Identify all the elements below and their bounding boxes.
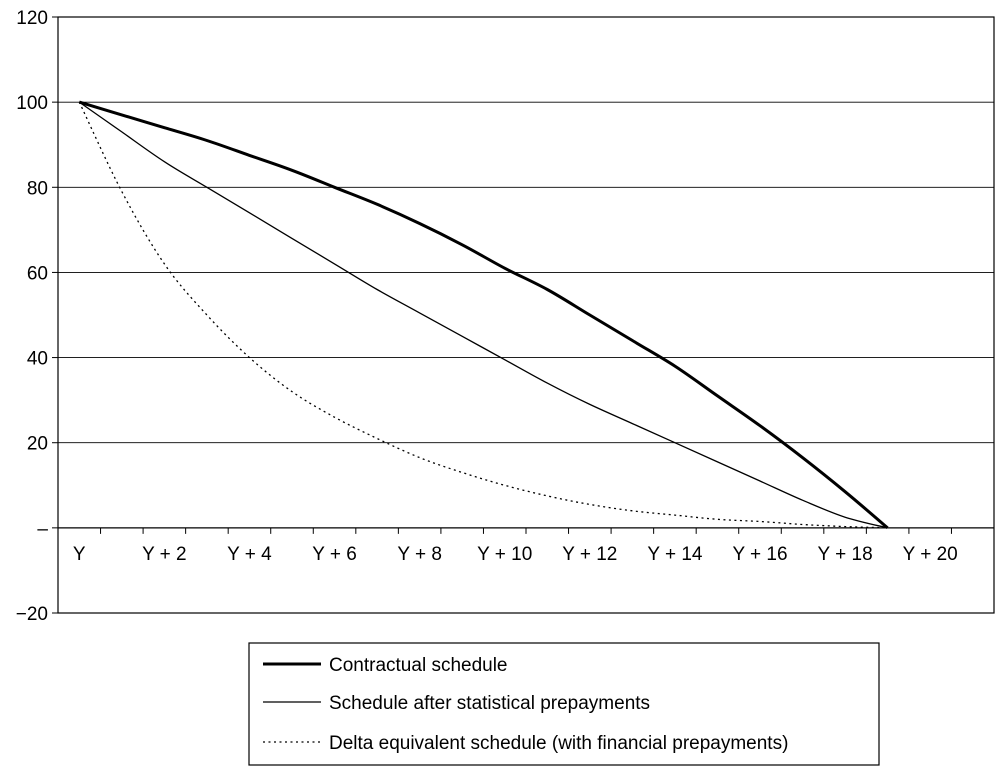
- x-tick-label: Y + 14: [647, 544, 703, 565]
- y-tick-label: 40: [27, 349, 48, 370]
- x-tick-label: Y + 16: [732, 544, 787, 565]
- y-tick-label: 80: [27, 178, 48, 199]
- x-axis-ticks: Y Y + 2 Y + 4 Y + 6 Y + 8 Y + 10 Y + 12 Y + 14 Y…: [57, 527, 958, 565]
- x-tick-label: Y + 6: [312, 544, 357, 565]
- series-lines: [78, 100, 889, 530]
- series-line-2: [78, 101, 888, 529]
- x-tick-label: Y + 18: [818, 544, 873, 565]
- x-tick-label: Y + 4: [227, 544, 272, 565]
- x-tick-label: Y + 10: [477, 544, 532, 565]
- plot-area: [57, 16, 995, 614]
- x-tick-label: Y: [73, 544, 86, 565]
- legend: Contractual schedule Schedule after stat…: [248, 642, 880, 766]
- x-tick-label: Y + 20: [903, 544, 958, 565]
- gridlines: [58, 101, 994, 444]
- y-axis-ticks: −20 – 20 40 60 80 100 120: [16, 8, 58, 625]
- x-tick-label: Y + 8: [397, 544, 442, 565]
- y-tick-label: −20: [16, 604, 48, 625]
- y-tick-label: 20: [27, 434, 48, 455]
- legend-label-statistical: Schedule after statistical prepayments: [329, 693, 650, 714]
- y-tick-label: 120: [16, 8, 48, 29]
- legend-box: [248, 642, 880, 766]
- legend-label-contractual: Contractual schedule: [329, 655, 508, 676]
- legend-label-delta: Delta equivalent schedule (with financia…: [329, 733, 788, 754]
- y-tick-label: 60: [27, 263, 48, 284]
- x-tick-label: Y + 2: [142, 544, 187, 565]
- x-tick-label: Y + 12: [562, 544, 617, 565]
- y-tick-label: 100: [16, 93, 48, 114]
- series-line-1: [78, 101, 888, 529]
- y-tick-label: –: [37, 519, 48, 540]
- series-line-0: [78, 100, 889, 530]
